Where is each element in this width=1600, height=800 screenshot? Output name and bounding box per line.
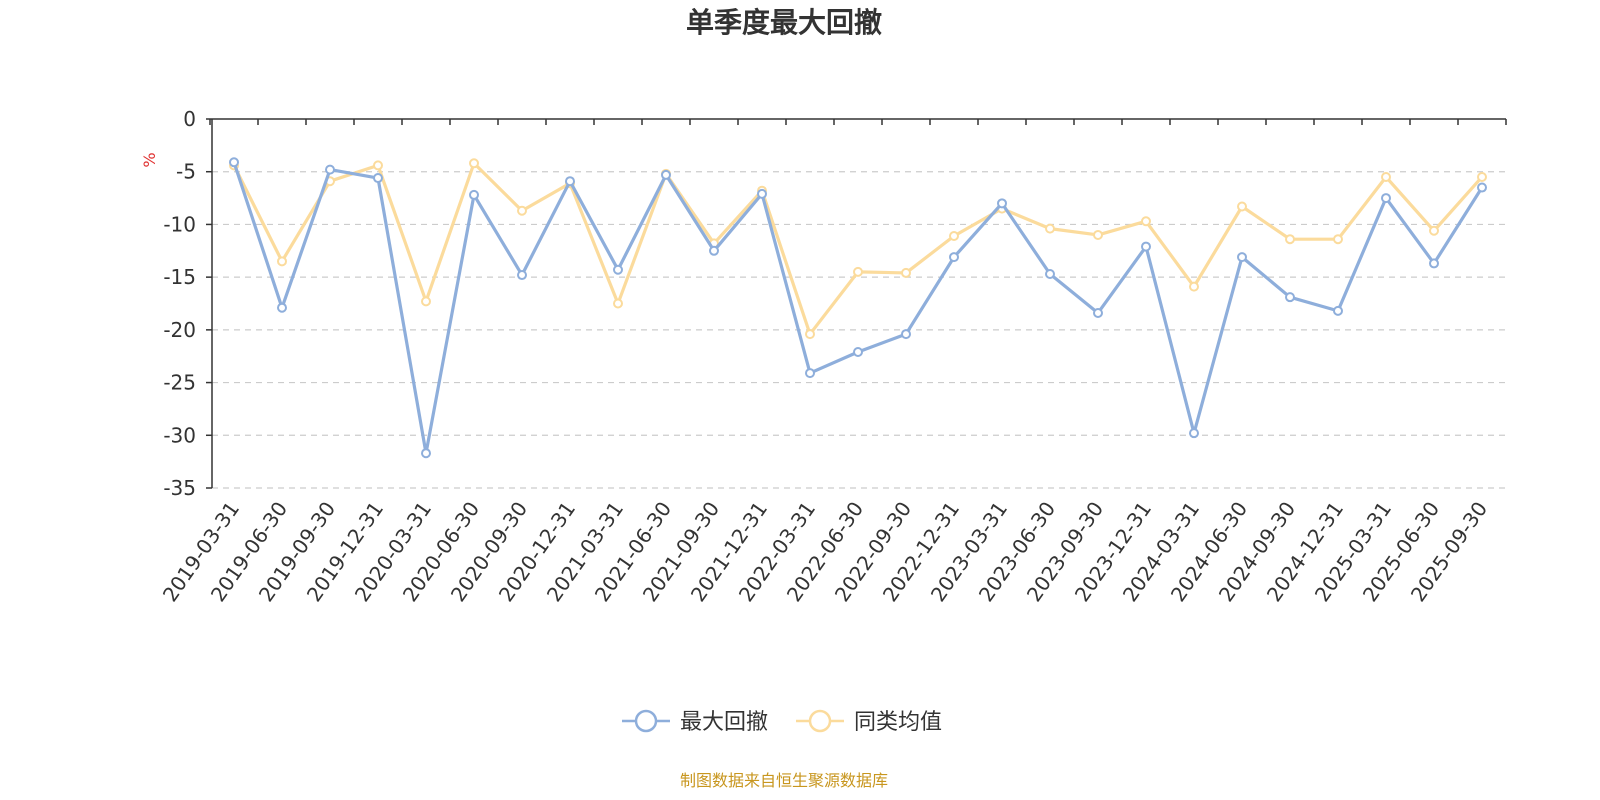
legend[interactable]: 最大回撤 同类均值 (622, 709, 942, 735)
data-point[interactable] (325, 164, 335, 175)
y-tick-label: -20 (163, 318, 196, 342)
series-lines (229, 157, 1487, 459)
data-point[interactable] (997, 198, 1007, 209)
data-point[interactable] (277, 256, 287, 267)
data-point[interactable] (421, 296, 431, 307)
y-tick-label: -30 (163, 423, 196, 447)
data-point[interactable] (1045, 268, 1055, 279)
data-point[interactable] (517, 270, 527, 281)
legend-label: 同类均值 (854, 710, 942, 735)
data-point[interactable] (1333, 305, 1343, 316)
data-point[interactable] (1189, 428, 1199, 439)
data-point[interactable] (853, 266, 863, 277)
axes (206, 118, 1507, 489)
data-point[interactable] (1237, 201, 1247, 212)
y-tick-label: 0 (183, 107, 196, 131)
y-axis-unit: % (140, 152, 159, 167)
data-point[interactable] (613, 298, 623, 309)
data-point[interactable] (1285, 234, 1295, 245)
data-point[interactable] (757, 188, 767, 199)
data-point[interactable] (1093, 229, 1103, 240)
data-point[interactable] (1237, 252, 1247, 263)
data-point[interactable] (517, 205, 527, 216)
data-point[interactable] (1477, 182, 1487, 193)
data-point[interactable] (1045, 223, 1055, 234)
chart-title: 单季度最大回撤 (686, 6, 882, 39)
data-point[interactable] (229, 157, 239, 168)
data-point[interactable] (1093, 307, 1103, 318)
data-point[interactable] (805, 329, 815, 340)
data-point[interactable] (613, 264, 623, 275)
data-point[interactable] (949, 231, 959, 242)
data-point[interactable] (661, 169, 671, 180)
legend-item-0[interactable]: 最大回撤 (622, 709, 768, 735)
grid-lines (212, 171, 1506, 489)
data-point[interactable] (901, 267, 911, 278)
y-tick-label: -5 (176, 160, 196, 184)
data-point[interactable] (1381, 193, 1391, 204)
legend-item-1[interactable]: 同类均值 (796, 709, 942, 735)
data-point[interactable] (1333, 234, 1343, 245)
data-point[interactable] (421, 448, 431, 459)
source-note: 制图数据来自恒生聚源数据库 (680, 771, 888, 790)
data-point[interactable] (1429, 258, 1439, 269)
data-point[interactable] (853, 346, 863, 357)
series-line (232, 161, 1484, 455)
data-point[interactable] (1285, 292, 1295, 303)
y-tick-label: -10 (163, 212, 196, 236)
data-point[interactable] (709, 245, 719, 256)
data-point[interactable] (901, 329, 911, 340)
data-point[interactable] (565, 176, 575, 187)
data-point[interactable] (373, 173, 383, 184)
data-point[interactable] (469, 189, 479, 200)
series-0 (229, 157, 1487, 459)
legend-marker (808, 709, 832, 733)
legend-label: 最大回撤 (680, 710, 768, 735)
data-point[interactable] (277, 302, 287, 313)
y-tick-label: -35 (163, 476, 196, 500)
y-tick-label: -15 (163, 265, 196, 289)
series-1 (229, 158, 1487, 340)
data-point[interactable] (373, 160, 383, 171)
data-point[interactable] (805, 368, 815, 379)
data-point[interactable] (1141, 216, 1151, 227)
data-point[interactable] (1429, 225, 1439, 236)
data-point[interactable] (1381, 171, 1391, 182)
y-tick-labels: 0 -5 -10 -15 -20 -25 -30 -35 (163, 107, 196, 500)
data-point[interactable] (1141, 241, 1151, 252)
data-point[interactable] (469, 158, 479, 169)
series-line (232, 161, 1484, 336)
data-point[interactable] (1477, 171, 1487, 182)
y-tick-label: -25 (163, 371, 196, 395)
data-point[interactable] (949, 252, 959, 263)
x-tick-labels: 2019-03-312019-06-302019-09-302019-12-31… (158, 497, 1492, 606)
data-point[interactable] (1189, 281, 1199, 292)
legend-marker (634, 709, 658, 733)
